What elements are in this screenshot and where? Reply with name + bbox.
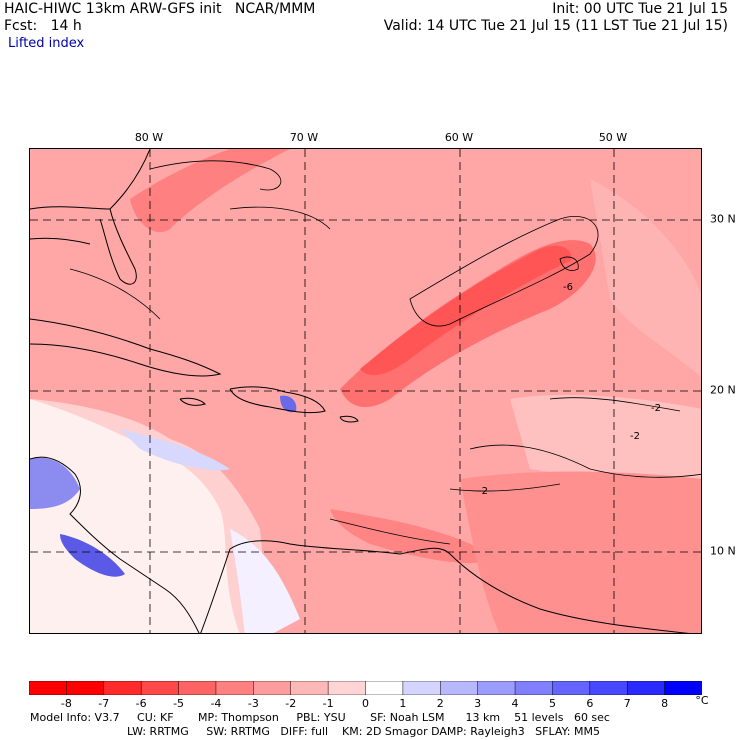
colorbar-swatch	[664, 681, 702, 695]
field-light-east	[510, 394, 701, 489]
model-info-line1: Model Info: V3.7 CU: KF MP: Thompson PBL…	[30, 711, 610, 724]
field-name: Lifted index	[8, 36, 85, 51]
coast-jamaica	[179, 397, 206, 406]
colorbar-tick-label: -7	[98, 697, 110, 710]
colorbar-tick-label: 5	[548, 697, 556, 710]
field-band-core	[360, 245, 571, 376]
colorbar-swatch	[253, 681, 292, 695]
lat-label-20n: 20 N	[710, 383, 736, 397]
colorbar	[29, 681, 702, 695]
coast-central-america	[30, 456, 200, 633]
contour-gulf	[69, 268, 161, 320]
colorbar-swatch	[178, 681, 217, 695]
colorbar-swatch	[327, 681, 367, 695]
coast-puerto-rico	[339, 415, 359, 423]
colorbar-tick-label: 6	[586, 697, 594, 710]
contour-south	[329, 518, 451, 545]
contour-east-2	[449, 483, 561, 492]
contour-n	[229, 206, 331, 230]
colorbar-swatch	[626, 681, 666, 695]
contour-band	[409, 216, 599, 327]
lon-label-60w: 60 W	[444, 131, 474, 144]
coast-se-usa	[109, 149, 151, 210]
forecast-hour: Fcst: 14 h	[4, 18, 82, 34]
colorbar-swatch	[140, 681, 180, 695]
colorbar-swatch	[365, 681, 404, 695]
colorbar-unit: °C	[695, 694, 709, 707]
colorbar-tick-label: -3	[247, 697, 259, 710]
model-info-line2: LW: RRTMG SW: RRTMG DIFF: full KM: 2D Sm…	[127, 725, 600, 738]
contour-small-1	[559, 256, 579, 271]
field-bluish-caribbean	[120, 429, 230, 471]
coast-florida	[30, 206, 137, 285]
colorbar-tick-label: -8	[60, 697, 72, 710]
colorbar-swatch	[29, 681, 68, 695]
coastlines	[30, 149, 690, 633]
contour-lines	[69, 160, 701, 545]
colorbar-swatch	[290, 681, 329, 695]
valid-time: Valid: 14 UTC Tue 21 Jul 15 (11 LST Tue …	[383, 18, 728, 34]
field-southeast	[460, 471, 701, 633]
coast-cuba	[30, 318, 222, 377]
colorbar-tick-label: -5	[173, 697, 185, 710]
colorbar-swatch	[552, 681, 591, 695]
field-band-main	[340, 240, 596, 408]
lat-label-10n: 10 N	[710, 544, 736, 558]
field-neutral-south	[230, 529, 300, 633]
colorbar-tick-label: 8	[661, 697, 669, 710]
colorbar-tick-label: 7	[623, 697, 631, 710]
colorbar-swatch	[66, 681, 105, 695]
colorbar-tick-label: 1	[399, 697, 407, 710]
colorbar-swatch	[402, 681, 442, 695]
coast-gulf	[30, 237, 91, 245]
colorbar-tick-label: 4	[511, 697, 519, 710]
colorbar-tick-label: -6	[135, 697, 147, 710]
colorbar-swatch	[589, 681, 628, 695]
colorbar-tick-label: -2	[285, 697, 297, 710]
field-blue-hispaniola	[280, 395, 297, 413]
colorbar-tick-label: 3	[474, 697, 482, 710]
contour-east-1	[469, 444, 701, 478]
lat-label-30n: 30 N	[710, 212, 736, 226]
init-time: Init: 00 UTC Tue 21 Jul 15	[552, 1, 728, 17]
field-band-nw	[130, 149, 290, 233]
colorbar-swatch	[440, 681, 479, 695]
contour-nw	[149, 160, 282, 191]
colorbar-swatch	[103, 681, 142, 695]
colorbar-swatch	[477, 681, 516, 695]
coast-hispaniola	[229, 386, 326, 414]
contour-label: -2	[478, 486, 488, 497]
contour-label: -2	[651, 403, 661, 414]
lon-label-70w: 70 W	[289, 131, 319, 144]
colorbar-tick-label: -1	[322, 697, 334, 710]
field-band-south	[330, 509, 500, 564]
run-title: HAIC-HIWC 13km ARW-GFS init NCAR/MMM	[4, 1, 316, 17]
colorbar-tick-label: -4	[210, 697, 222, 710]
coast-south-america	[200, 540, 690, 633]
colorbar-swatch	[215, 681, 255, 695]
graticule	[30, 149, 701, 633]
contour-east-3	[549, 397, 681, 412]
field-blue-panama	[60, 534, 125, 577]
field-light-ne	[590, 179, 701, 378]
lon-label-50w: 50 W	[598, 131, 628, 144]
field-blue-yucatan	[30, 457, 80, 509]
colorbar-tick-label: 2	[436, 697, 444, 710]
lon-label-80w: 80 W	[134, 131, 164, 144]
contour-label: -2	[630, 431, 640, 442]
field-neutral-central-america	[30, 399, 240, 633]
colorbar-swatch	[514, 681, 554, 695]
lifted-index-map: -6 -2 -2 -2	[29, 148, 702, 634]
contour-label: -6	[563, 282, 573, 293]
colorbar-tick-label: 0	[362, 697, 369, 710]
